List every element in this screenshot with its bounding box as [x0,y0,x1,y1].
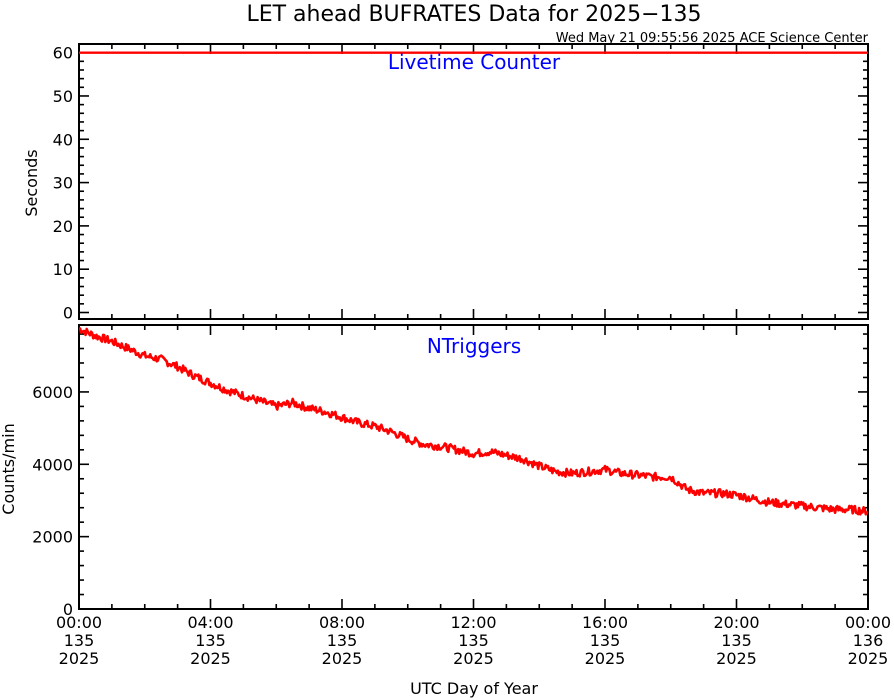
timestamp: Wed May 21 09:55:56 2025 ACE Science Cen… [556,31,869,46]
ntriggers-ytick-label: 4000 [32,455,73,474]
x-tick-label-time: 00:00 [56,613,102,632]
ntriggers-ytick-label: 6000 [32,383,73,402]
ntriggers-series-line [78,327,869,516]
x-tick-label-doy: 135 [327,631,358,650]
x-tick-label-time: 12:00 [450,613,496,632]
ylabel-counts: Counts/min [0,423,18,514]
panel-title-ntriggers: NTriggers [427,334,521,358]
livetime-ytick-label: 30 [53,174,73,193]
livetime-ytick-label: 10 [53,260,73,279]
x-tick-label-doy: 135 [590,631,621,650]
x-tick-label-time: 00:00 [845,613,891,632]
x-tick-label-doy: 135 [458,631,489,650]
livetime-ytick-label: 50 [53,87,73,106]
x-tick-label-year: 2025 [585,649,626,668]
x-tick-label-year: 2025 [848,649,889,668]
x-tick-label-time: 04:00 [187,613,233,632]
livetime-panel: 0 10 20 30 40 50 60 [53,43,869,323]
ntriggers-frame [78,324,869,610]
x-tick-label-doy: 135 [64,631,95,650]
ntriggers-ytick-label: 0 [63,600,73,619]
x-tick-label-time: 08:00 [319,613,365,632]
ylabel-seconds: Seconds [22,149,41,216]
x-tick-label-year: 2025 [322,649,363,668]
x-tick-label-doy: 136 [853,631,884,650]
x-tick-label-year: 2025 [59,649,100,668]
livetime-ytick-label: 20 [53,217,73,236]
x-tick-label-year: 2025 [453,649,494,668]
livetime-ytick-label: 0 [63,304,73,323]
ntriggers-ytick-label: 2000 [32,528,73,547]
livetime-ytick-label: 40 [53,130,73,149]
x-axis-label: UTC Day of Year [410,679,538,698]
ntriggers-panel: 0 2000 4000 6000 [32,324,869,619]
x-tick-label-year: 2025 [190,649,231,668]
x-tick-labels: 00:00135202504:00135202508:00135202512:0… [56,613,891,668]
x-tick-label-time: 20:00 [713,613,759,632]
chart-title: LET ahead BUFRATES Data for 2025−135 [246,2,701,27]
livetime-frame [78,43,869,320]
livetime-ytick-label: 60 [53,44,73,63]
x-tick-label-time: 16:00 [582,613,628,632]
panel-title-livetime: Livetime Counter [388,50,561,74]
x-tick-label-doy: 135 [195,631,226,650]
x-tick-label-year: 2025 [716,649,757,668]
x-tick-label-doy: 135 [721,631,752,650]
